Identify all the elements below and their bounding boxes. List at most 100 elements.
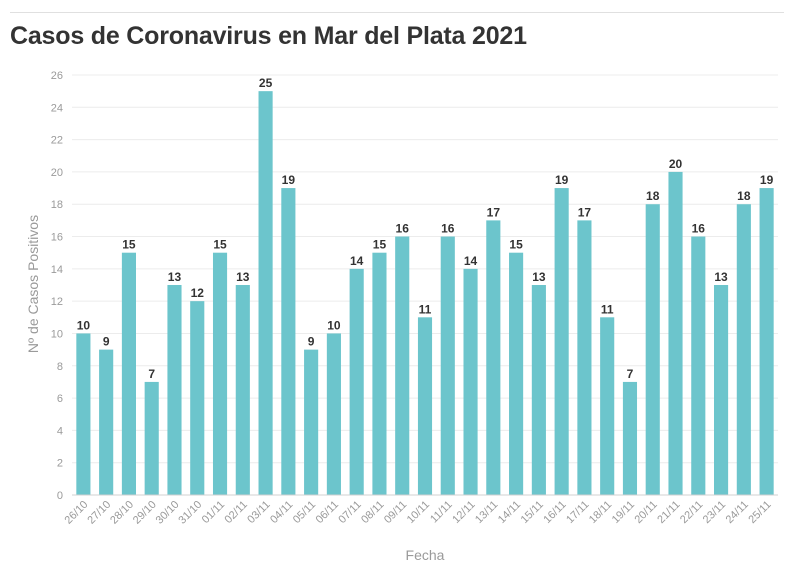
bar — [167, 285, 182, 495]
bar — [736, 204, 751, 495]
bar — [622, 381, 638, 495]
bar — [258, 91, 273, 496]
bar — [759, 188, 774, 496]
y-axis-title: Nº de Casos Positivos — [25, 215, 41, 353]
top-divider — [10, 12, 784, 13]
bar — [486, 220, 501, 495]
y-tick-label: 10 — [51, 328, 63, 340]
bar — [281, 188, 296, 496]
x-tick-label: 19/11 — [610, 499, 637, 526]
x-tick-label: 12/11 — [450, 499, 477, 526]
x-tick-label: 01/11 — [200, 499, 227, 526]
x-tick-label: 13/11 — [473, 499, 500, 526]
data-label: 13 — [532, 270, 546, 284]
x-tick-label: 26/10 — [63, 499, 91, 527]
data-label: 17 — [487, 205, 501, 219]
bar — [417, 317, 433, 495]
x-tick-label: 18/11 — [587, 499, 614, 526]
y-tick-label: 24 — [51, 102, 63, 114]
bar — [395, 236, 410, 496]
x-tick-label: 05/11 — [291, 499, 318, 526]
bar — [326, 333, 341, 495]
data-label: 16 — [692, 222, 706, 236]
data-label: 10 — [327, 318, 341, 332]
data-label: 13 — [236, 270, 250, 284]
data-label: 25 — [259, 76, 273, 90]
x-tick-label: 16/11 — [541, 499, 568, 526]
bar — [190, 301, 205, 495]
x-tick-label: 03/11 — [245, 499, 272, 526]
bar — [121, 252, 136, 495]
data-label: 15 — [373, 238, 387, 252]
data-label: 17 — [578, 205, 592, 219]
x-tick-label: 11/11 — [428, 499, 455, 526]
data-label: 9 — [308, 335, 315, 349]
data-label: 19 — [760, 173, 774, 187]
data-label: 20 — [669, 157, 683, 171]
data-label: 15 — [213, 238, 227, 252]
grid-lines — [72, 74, 778, 464]
data-label: 13 — [714, 270, 728, 284]
bar — [212, 252, 228, 495]
data-label: 18 — [737, 189, 751, 203]
x-axis-ticks: 26/1027/1028/1029/1030/1031/1001/1102/11… — [63, 499, 774, 527]
bar — [600, 317, 615, 495]
data-label: 15 — [509, 238, 523, 252]
y-tick-label: 26 — [51, 70, 63, 82]
bar — [714, 285, 729, 495]
bar — [99, 349, 114, 495]
data-labels: 10 9 15 7 13 12 15 13 25 19 9 10 14 15 16 11 16 14 17 15 13 1… — [77, 76, 774, 381]
bar — [304, 349, 319, 495]
chart-title: Casos de Coronavirus en Mar del Plata 20… — [10, 22, 527, 50]
x-tick-label: 15/11 — [519, 499, 546, 526]
bar — [645, 204, 660, 495]
x-tick-label: 22/11 — [678, 499, 705, 526]
bar — [349, 268, 364, 495]
x-tick-label: 17/11 — [564, 499, 591, 526]
data-label: 16 — [441, 222, 455, 236]
data-label: 12 — [191, 286, 205, 300]
x-tick-label: 08/11 — [359, 499, 386, 526]
bar — [668, 171, 683, 495]
x-tick-label: 25/11 — [746, 499, 773, 526]
x-tick-label: 31/10 — [176, 499, 204, 527]
y-tick-label: 4 — [57, 425, 63, 437]
bar — [76, 333, 91, 495]
bar — [463, 268, 478, 495]
bars — [76, 91, 774, 496]
y-tick-label: 8 — [57, 361, 63, 373]
x-tick-label: 04/11 — [268, 499, 295, 526]
bar — [144, 381, 159, 495]
y-tick-label: 12 — [51, 296, 63, 308]
y-tick-label: 14 — [51, 264, 63, 276]
x-tick-label: 14/11 — [496, 499, 523, 526]
y-tick-label: 2 — [57, 458, 63, 470]
x-tick-label: 28/10 — [108, 499, 136, 527]
x-tick-label: 06/11 — [314, 499, 341, 526]
x-tick-label: 24/11 — [724, 499, 751, 526]
data-label: 10 — [77, 318, 91, 332]
bar — [509, 252, 524, 495]
data-label: 7 — [148, 367, 155, 381]
data-label: 14 — [464, 254, 478, 268]
data-label: 9 — [103, 335, 110, 349]
y-tick-label: 20 — [51, 167, 63, 179]
x-tick-label: 07/11 — [336, 499, 363, 526]
data-label: 19 — [555, 173, 569, 187]
data-label: 11 — [601, 302, 614, 316]
data-label: 14 — [350, 254, 364, 268]
bar — [691, 236, 706, 496]
data-label: 18 — [646, 189, 660, 203]
y-tick-label: 18 — [51, 199, 63, 211]
bar — [577, 220, 592, 495]
x-tick-label: 29/10 — [131, 499, 159, 527]
x-tick-label: 21/11 — [655, 499, 682, 526]
x-tick-label: 27/10 — [85, 499, 113, 527]
y-tick-label: 6 — [57, 393, 63, 405]
x-tick-label: 09/11 — [382, 499, 409, 526]
data-label: 19 — [282, 173, 296, 187]
bar — [372, 252, 387, 495]
data-label: 16 — [396, 222, 410, 236]
